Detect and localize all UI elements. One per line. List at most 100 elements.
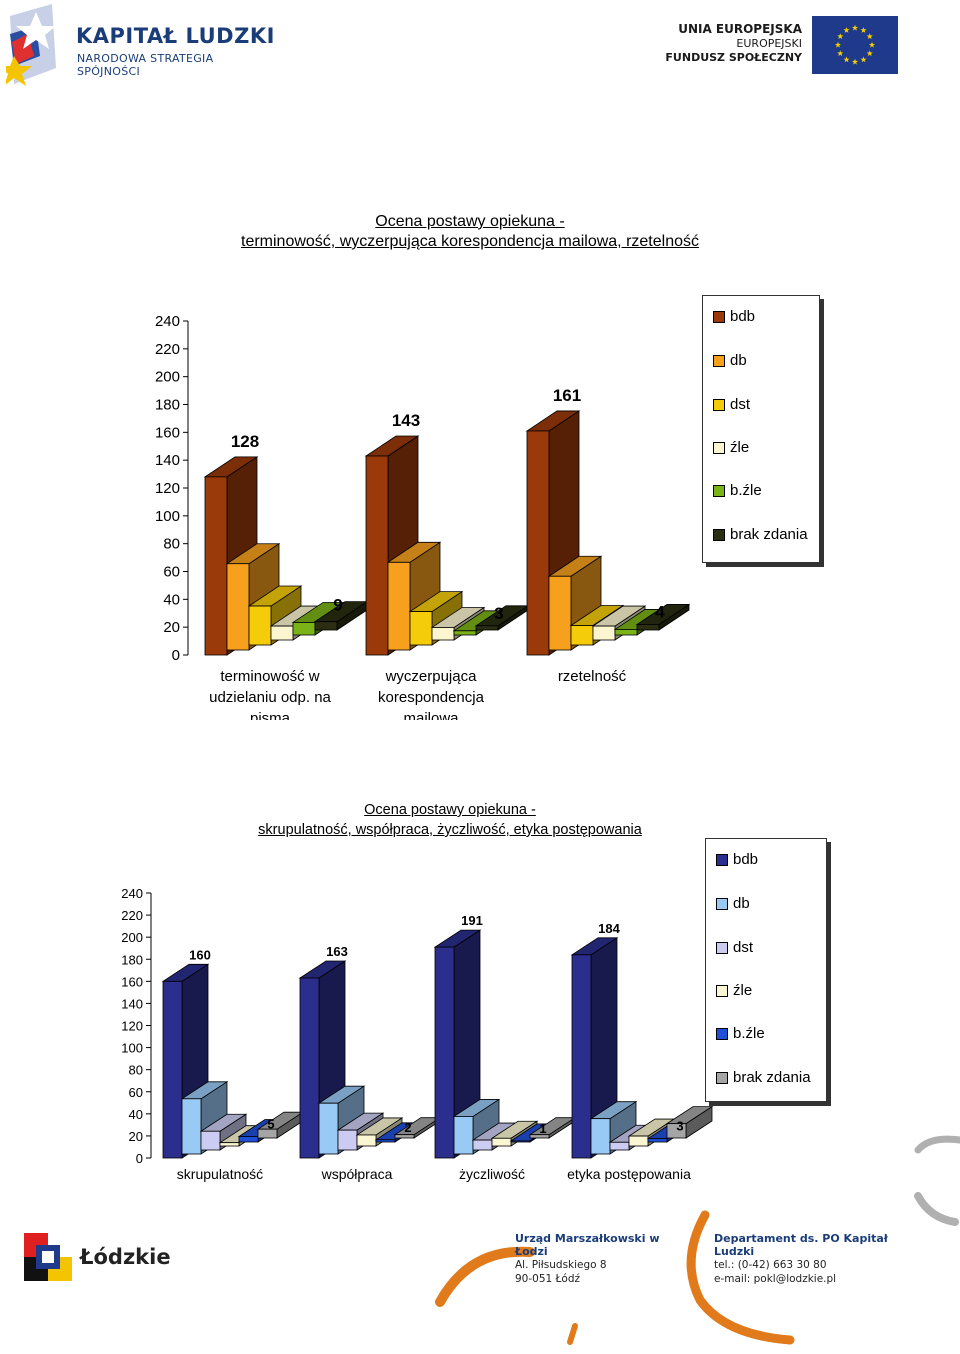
bar-brakzdania-1 — [475, 625, 499, 631]
legend2-swatch-db — [716, 897, 728, 910]
legend1-swatch-bdb — [713, 310, 725, 323]
chart1-title: Ocena postawy opiekuna - terminowość, wy… — [120, 212, 820, 252]
data-label-bzle: 3 — [494, 604, 503, 623]
bar-ble-1 — [453, 630, 477, 636]
legend1-label-db: db — [730, 352, 747, 369]
eu-logo: UNIA EUROPEJSKA EUROPEJSKI FUNDUSZ SPOŁE… — [660, 16, 900, 76]
legend1-swatch-db — [713, 354, 725, 367]
bar-le-0 — [219, 1142, 240, 1147]
bar-bdb-0 — [162, 980, 183, 1159]
y-tick-label: 0 — [172, 647, 180, 664]
category-label: terminowość w — [220, 668, 319, 685]
y-tick-label: 80 — [163, 536, 180, 553]
bar-brakzdania-0 — [257, 1128, 278, 1139]
office-addr2: 90-051 Łódź — [515, 1273, 581, 1285]
office-addr1: Al. Piłsudskiego 8 — [515, 1259, 607, 1271]
y-tick-label: 120 — [121, 1019, 143, 1034]
office-name: Urząd Marszałkowski w Łodzi — [515, 1232, 660, 1258]
legend1-swatch-bzle — [713, 484, 725, 497]
chart2-svg: 0 20 40 60 80 100 120 140 160 180 200 220 240 160 5 skr… — [121, 886, 714, 1182]
legend1-label-bzle: b.źle — [730, 482, 762, 499]
bar-le-1 — [431, 627, 455, 641]
legend2-label-brak: brak zdania — [733, 1069, 811, 1086]
kapital-ludzki-subtitle: NARODOWA STRATEGIA SPÓJNOŚCI — [77, 52, 214, 78]
bar-bdb-1 — [365, 455, 389, 656]
eu-star-icon — [852, 58, 858, 65]
eu-star-icon — [866, 33, 873, 40]
data-label-bzle: 4 — [655, 602, 665, 621]
eu-star-icon — [852, 24, 858, 31]
legend1-item-bzle: b.źle — [713, 482, 762, 499]
category-label: etyka postępowania — [567, 1166, 691, 1182]
y-tick-label: 160 — [121, 974, 143, 989]
ue-line-3: FUNDUSZ SPOŁECZNY — [665, 51, 802, 64]
y-tick-label: 200 — [121, 930, 143, 945]
chart1-title-line2: terminowość, wyczerpująca korespondencja… — [241, 233, 699, 250]
bar-bdb-1 — [299, 977, 320, 1159]
y-tick-label: 200 — [155, 369, 180, 386]
office-address: Urząd Marszałkowski w Łodzi Al. Piłsudsk… — [515, 1232, 695, 1286]
chart2-title-line2: skrupulatność, współpraca, życzliwość, e… — [258, 822, 642, 838]
bar-bdb-2 — [434, 946, 455, 1159]
eu-star-icon — [869, 41, 875, 48]
legend2-label-dst: dst — [733, 939, 754, 956]
bar-ble-2 — [510, 1140, 531, 1143]
y-tick-label: 60 — [163, 564, 180, 581]
data-label-bdb: 161 — [553, 386, 581, 405]
bar-brakzdania-2 — [636, 624, 660, 631]
y-tick-label: 180 — [155, 397, 180, 414]
bar-dst-1 — [409, 611, 433, 646]
legend2-item-db: db — [716, 895, 750, 912]
bar-db-2 — [453, 1116, 474, 1155]
category-label: mailowa — [403, 710, 459, 720]
bar-le-1 — [356, 1134, 377, 1147]
legend2-label-bzle: b.źle — [733, 1025, 765, 1042]
bar-ble-3 — [647, 1138, 668, 1143]
data-label-bzle: 1 — [539, 1121, 546, 1136]
y-tick-label: 40 — [163, 591, 180, 608]
data-label-bdb: 163 — [326, 944, 348, 959]
legend2-item-brak: brak zdania — [716, 1069, 811, 1086]
category-label: współpraca — [321, 1166, 393, 1182]
legend2-item-bzle: b.źle — [716, 1025, 765, 1042]
eu-star-icon — [835, 41, 841, 48]
bar-db-1 — [387, 561, 411, 651]
dept-email: e-mail: pokl@lodzkie.pl — [714, 1273, 837, 1285]
category-label: rzetelność — [558, 668, 627, 685]
legend2-item-dst: dst — [716, 939, 753, 956]
y-tick-label: 100 — [121, 1041, 143, 1056]
legend2-label-db: db — [733, 895, 750, 912]
lodzkie-logo: Łódzkie — [24, 1233, 171, 1283]
y-tick-label: 0 — [136, 1151, 143, 1166]
bar-bdb-2 — [526, 430, 550, 656]
bar-brakzdania-1 — [394, 1134, 415, 1139]
data-label-bzle: 2 — [404, 1120, 411, 1135]
data-label-bdb: 191 — [461, 913, 483, 928]
eu-star-icon — [843, 27, 850, 33]
category-label: korespondencja — [378, 689, 485, 706]
category-label: udzielaniu odp. na — [209, 689, 331, 706]
legend1-swatch-zle — [713, 441, 725, 454]
bar-db-0 — [226, 563, 250, 651]
y-tick-label: 180 — [121, 952, 143, 967]
bar-brakzdania-3 — [666, 1123, 687, 1139]
dept-contact: Departament ds. PO Kapitał Ludzki tel.: … — [714, 1232, 914, 1286]
data-label-bzle: 5 — [267, 1116, 274, 1131]
legend2-swatch-brak — [716, 1071, 728, 1084]
bar-db-0 — [181, 1098, 202, 1155]
dept-tel: tel.: (0-42) 663 30 80 — [714, 1259, 827, 1271]
legend2-label-zle: źle — [733, 982, 753, 999]
y-tick-label: 80 — [129, 1063, 143, 1078]
eu-star-icon — [866, 50, 873, 57]
bar-le-0 — [270, 625, 294, 641]
y-tick-label: 140 — [155, 452, 180, 469]
data-label-bzle: 3 — [676, 1119, 683, 1134]
legend1-item-dst: dst — [713, 396, 750, 413]
bar-bdb-0 — [204, 476, 228, 656]
bar-bdb-3 — [571, 954, 592, 1159]
data-label-bdb: 143 — [392, 411, 420, 430]
eu-star-icon — [843, 56, 850, 63]
bar-dst-3 — [609, 1141, 630, 1151]
bar-db-2 — [548, 575, 572, 651]
y-tick-label: 120 — [155, 480, 180, 497]
